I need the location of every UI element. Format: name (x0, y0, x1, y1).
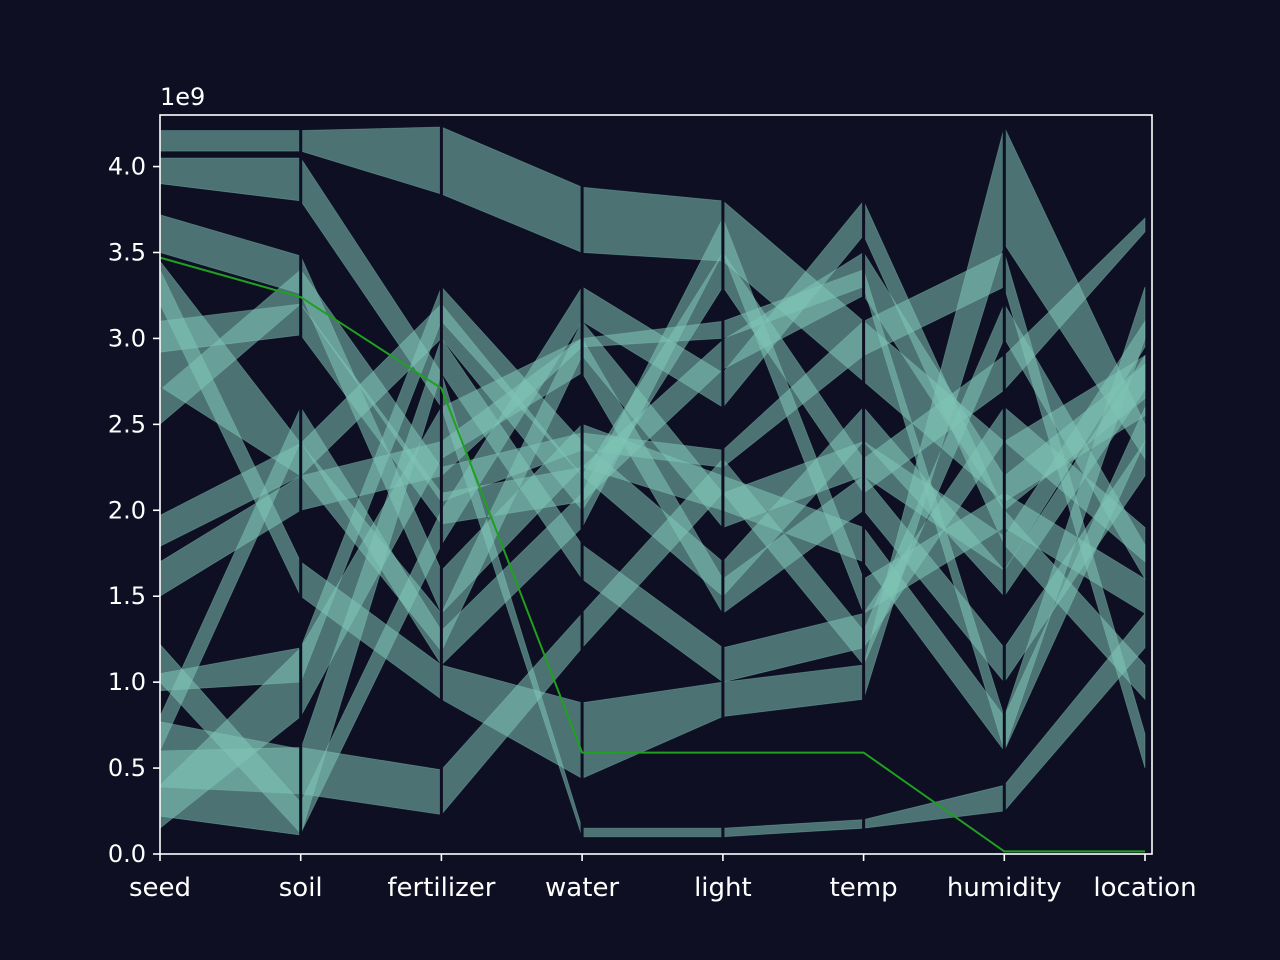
dimension-label-water: water (545, 873, 619, 903)
dimension-axes (299, 115, 1006, 854)
highlighted-path (159, 256, 1145, 853)
y-tick-label-7: 3.5 (108, 238, 146, 266)
range-band-9-segment-3 (581, 827, 724, 838)
y-tick-label-1: 0.5 (108, 754, 146, 782)
y-tick-label-6: 3.0 (108, 324, 146, 352)
dimension-label-humidity: humidity (947, 873, 1062, 903)
range-band-0-segment-0 (159, 130, 302, 152)
dimension-label-light: light (694, 873, 752, 903)
y-tick-label-0: 0.0 (108, 840, 146, 868)
y-tick-label-2: 1.0 (108, 668, 146, 696)
axis-offset-label: 1e9 (160, 83, 205, 111)
dimension-label-seed: seed (129, 873, 191, 903)
y-tick-label-3: 1.5 (108, 582, 146, 610)
highlighted-path-group (159, 256, 1145, 853)
dimension-label-fertilizer: fertilizer (387, 873, 495, 903)
dimension-label-temp: temp (830, 873, 898, 903)
y-axis: 0.0 0.5 1.0 1.5 2.0 2.5 3.0 3.5 4.0 (108, 153, 160, 868)
y-tick-label-4: 2.0 (108, 496, 146, 524)
y-tick-label-5: 2.5 (108, 410, 146, 438)
dimension-label-soil: soil (279, 873, 323, 903)
dimension-label-location: location (1093, 873, 1196, 903)
plot-frame (159, 114, 1153, 855)
x-axis: seed soil fertilizer water light temp humidity… (129, 854, 1197, 903)
y-tick-label-8: 4.0 (108, 153, 146, 181)
